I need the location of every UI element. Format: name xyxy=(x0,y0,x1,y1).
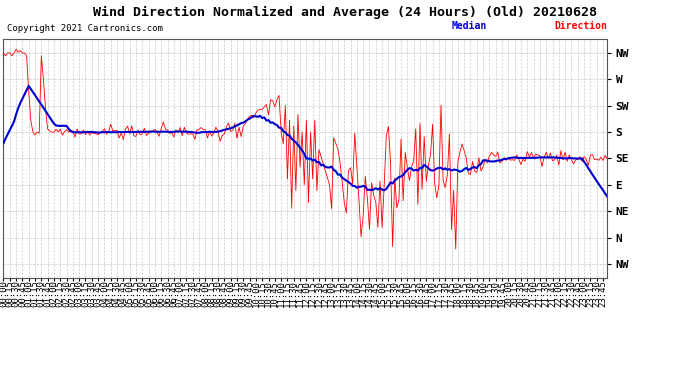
Text: Median: Median xyxy=(451,21,486,31)
Text: Direction: Direction xyxy=(554,21,607,31)
Text: Copyright 2021 Cartronics.com: Copyright 2021 Cartronics.com xyxy=(7,24,163,33)
Text: Wind Direction Normalized and Average (24 Hours) (Old) 20210628: Wind Direction Normalized and Average (2… xyxy=(93,6,597,19)
